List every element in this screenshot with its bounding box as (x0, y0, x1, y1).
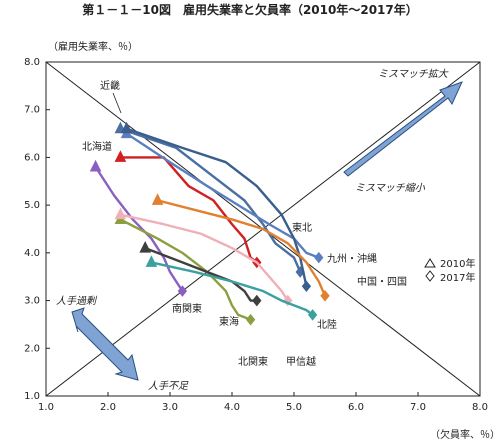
legend: 2010年 2017年 (424, 257, 475, 284)
series-start-marker (114, 150, 127, 162)
series-2 (120, 126, 324, 264)
series-line (156, 199, 327, 297)
region-label: 北陸 (317, 318, 337, 331)
annotation-labor-shortage: 人手不足 (148, 380, 189, 392)
x-axis-label: （欠員率、％） (430, 428, 500, 441)
series-end-marker (245, 313, 256, 326)
series-5 (89, 159, 188, 297)
region-label: 東海 (219, 315, 239, 328)
series-line (119, 127, 302, 274)
series-end-marker (307, 309, 318, 321)
y-tick-label: 4.0 (24, 248, 40, 259)
y-tick-label: 7.0 (24, 105, 40, 116)
x-tick-label: 5.0 (286, 402, 302, 413)
x-tick-label: 4.0 (224, 402, 240, 413)
series-end-marker (320, 289, 330, 302)
region-label: 中国・四国 (357, 275, 407, 288)
x-tick-label: 7.0 (410, 402, 426, 413)
y-tick-label: 5.0 (24, 200, 40, 211)
series-line (94, 165, 184, 293)
series-end-marker (177, 285, 188, 297)
series-line (119, 218, 252, 321)
x-tick-label: 8.0 (472, 402, 488, 413)
series-4 (151, 193, 330, 302)
y-tick-label: 1.0 (24, 391, 40, 402)
series-end-marker (314, 251, 324, 264)
series-0 (114, 121, 305, 278)
series-6 (114, 212, 256, 326)
leader-line (112, 92, 122, 114)
series-start-marker (145, 255, 158, 267)
legend-diamond-icon (425, 270, 435, 282)
series-start-marker (114, 207, 127, 220)
series-start-marker (120, 121, 133, 134)
y-ticks: 1.0 2.0 3.0 4.0 5.0 6.0 7.0 8.0 (24, 57, 50, 402)
plot-frame (45, 61, 481, 397)
annotation-labor-surplus: 人手過剰 (56, 295, 98, 307)
arrow-mismatch (343, 81, 463, 177)
x-tick-label: 6.0 (348, 402, 364, 413)
legend-label-2010: 2010年 (440, 257, 475, 270)
legend-label-2017: 2017年 (440, 271, 475, 284)
y-tick-label: 2.0 (24, 343, 40, 354)
annotation-mismatch-expand: ミスマッチ拡大 (378, 68, 449, 80)
region-label: 甲信越 (286, 355, 316, 368)
region-label: 北海道 (82, 140, 112, 153)
x-tick-label: 3.0 (162, 402, 178, 413)
chart-title: 第１－１－10図 雇用失業率と欠員率（2010年～2017年） (82, 2, 418, 17)
x-tick-label: 2.0 (100, 402, 116, 413)
region-label: 九州・沖縄 (327, 252, 377, 265)
legend-triangle-icon (424, 258, 436, 268)
y-axis-label: （雇用失業率、％） (48, 40, 138, 53)
x-ticks: 1.0 2.0 3.0 4.0 5.0 6.0 7.0 8.0 (38, 392, 488, 413)
series-start-marker (139, 240, 152, 253)
series-line (125, 132, 320, 259)
region-label: 南関東 (172, 302, 202, 315)
y-tick-label: 8.0 (24, 57, 40, 68)
y-tick-label: 3.0 (24, 296, 40, 307)
x-tick-label: 1.0 (38, 402, 54, 413)
region-label: 東北 (292, 221, 312, 234)
region-label: 近畿 (100, 79, 120, 92)
arrow-labor (71, 307, 139, 381)
annotation-mismatch-shrink: ミスマッチ縮小 (355, 182, 426, 194)
series-line (119, 213, 289, 302)
region-label: 北関東 (238, 355, 268, 368)
series-line (150, 261, 314, 317)
series-start-marker (89, 159, 102, 172)
series-end-marker (301, 280, 312, 293)
series-start-marker (151, 193, 164, 205)
series-layer (89, 121, 330, 326)
series-9 (145, 255, 318, 321)
y-tick-label: 6.0 (24, 152, 40, 163)
series-end-marker (252, 294, 262, 307)
series-8 (114, 207, 293, 307)
